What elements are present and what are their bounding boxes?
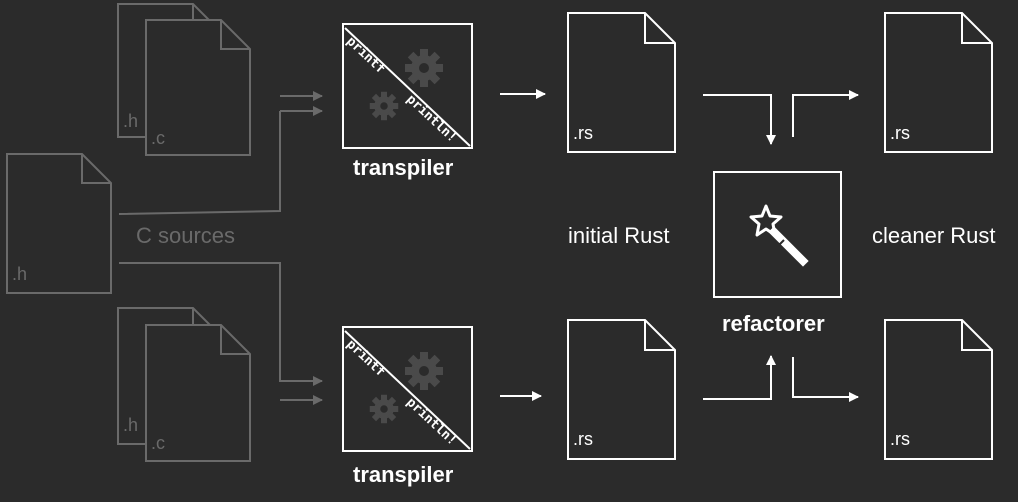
clean-rust-caption: cleaner Rust [872, 225, 996, 247]
transpiler-bottom-icon: printf println! [343, 327, 472, 451]
transpiler-top-title: transpiler [353, 157, 453, 179]
transpile-arrows [500, 94, 545, 396]
initial-rust-bottom-ext: .rs [573, 430, 593, 448]
c-sources-caption: C sources [136, 225, 235, 247]
shared-header-ext: .h [12, 265, 27, 283]
clean-rust-bottom-ext: .rs [890, 430, 910, 448]
transpiler-top-icon: printf println! [343, 24, 472, 148]
transpiler-bottom-title: transpiler [353, 464, 453, 486]
top-c-ext: .c [151, 129, 165, 147]
bottom-header-ext: .h [123, 416, 138, 434]
initial-rust-caption: initial Rust [568, 225, 669, 247]
top-header-ext: .h [123, 112, 138, 130]
clean-rust-top-ext: .rs [890, 124, 910, 142]
refactorer-title: refactorer [722, 313, 825, 335]
initial-rust-top-ext: .rs [573, 124, 593, 142]
bottom-c-ext: .c [151, 434, 165, 452]
